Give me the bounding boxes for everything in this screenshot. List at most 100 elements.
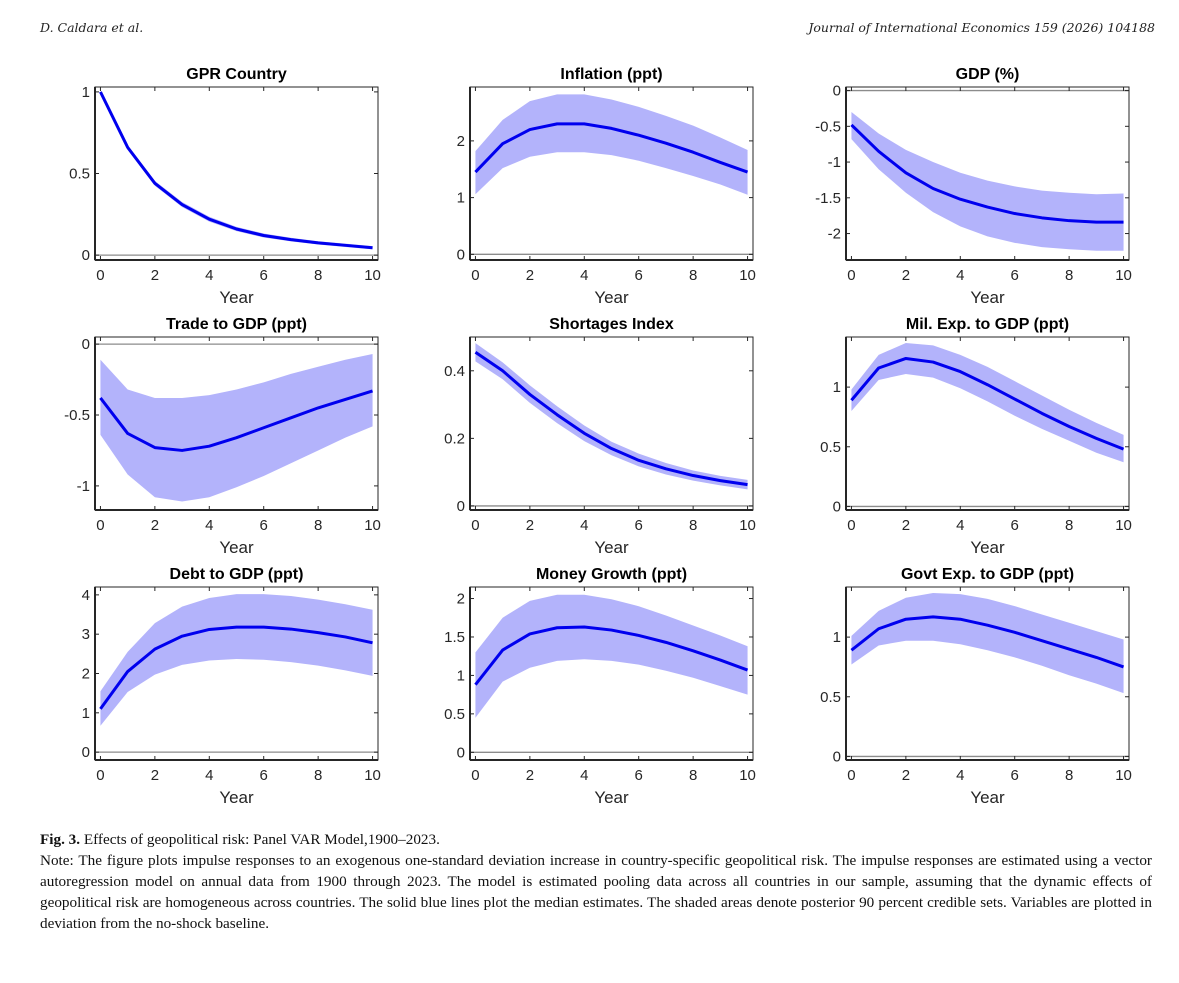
x-tick-label: 2 [902,517,910,534]
x-tick-label: 6 [260,517,268,534]
y-tick-label: 0.5 [444,706,465,723]
x-tick-label: 6 [1011,517,1019,534]
x-tick-label: 8 [1065,517,1073,534]
y-tick-label: -2 [828,226,841,243]
median-line [474,625,749,686]
x-tick-label: 4 [205,517,213,534]
caption-title-line: Fig. 3. Effects of geopolitical risk: Pa… [40,829,1152,850]
x-tick-label: 8 [1065,267,1073,284]
y-tick-label: 1 [457,190,465,207]
y-tick-label: 4 [82,587,90,604]
panel-8: 0 2 4 6 8 10 0 0.5 1 Govt Exp. to GDP (ppt) Year [820,566,1132,807]
y-tick-label: 0.4 [444,363,465,380]
x-tick-label: 10 [364,267,381,284]
x-tick-label: 0 [96,267,104,284]
x-tick-label: 2 [902,267,910,284]
x-tick-label: 0 [471,267,479,284]
x-tick-label: 8 [314,267,322,284]
x-tick-label: 2 [151,267,159,284]
y-tick-label: -1 [77,478,90,495]
x-tick-label: 4 [956,267,964,284]
x-tick-label: 6 [635,517,643,534]
panel-2: 0 2 4 6 8 10 -2 -1.5 -1 -0.5 0 GDP (%) Year [815,66,1132,307]
credible-band [851,342,1124,463]
median-line [850,615,1125,669]
x-tick-label: 6 [1011,267,1019,284]
x-tick-label: 8 [314,517,322,534]
panel-3: 0 2 4 6 8 10 -1 -0.5 0 Trade to GDP (ppt) Year [64,316,381,557]
running-head-journal: Journal of International Economics 159 (… [808,20,1155,35]
axes-box [469,336,754,511]
running-head-authors: D. Caldara et al. [40,20,144,35]
x-tick-label: 2 [526,767,534,784]
panel-7: 0 2 4 6 8 10 0 0.5 1 1.5 2 Money Growth (ppt) Year [444,566,756,807]
x-axis-label: Year [594,788,629,807]
panel-title: Govt Exp. to GDP (ppt) [901,566,1074,583]
x-tick-label: 0 [471,517,479,534]
credible-band [851,592,1124,694]
y-tick-label: 0 [457,498,465,515]
panel-4: 0 2 4 6 8 10 0 0.2 0.4 Shortages Index Year [444,316,756,557]
x-tick-label: 8 [689,517,697,534]
x-tick-label: 4 [956,517,964,534]
credible-band [475,94,748,195]
x-tick-label: 0 [847,767,855,784]
y-tick-label: 0 [833,748,841,765]
y-tick-label: 0 [833,498,841,515]
x-tick-label: 6 [260,767,268,784]
x-tick-label: 8 [314,767,322,784]
panel-title: Shortages Index [549,316,674,333]
x-axis-label: Year [594,288,629,307]
x-tick-label: 0 [847,267,855,284]
x-tick-label: 8 [689,267,697,284]
credible-band [100,354,373,502]
y-tick-label: -0.5 [815,118,841,135]
median-line [474,122,749,174]
y-tick-label: 0 [457,744,465,761]
y-tick-label: 1 [833,629,841,646]
median-line [99,389,374,452]
x-tick-label: 4 [956,767,964,784]
x-tick-label: 2 [902,767,910,784]
x-tick-label: 0 [471,767,479,784]
median-line [99,625,373,710]
x-tick-label: 4 [205,767,213,784]
x-tick-label: 10 [1115,517,1132,534]
y-tick-label: 0.5 [820,439,841,456]
y-tick-label: 0.5 [69,166,90,183]
x-axis-label: Year [219,288,254,307]
x-tick-label: 2 [151,767,159,784]
credible-band [475,343,748,490]
x-tick-label: 0 [96,517,104,534]
y-tick-label: 3 [82,626,90,643]
figure-label: Fig. 3. [40,831,81,848]
x-axis-label: Year [970,538,1005,557]
x-tick-label: 8 [689,767,697,784]
x-tick-label: 0 [847,517,855,534]
panel-title: GDP (%) [956,66,1020,83]
x-tick-label: 6 [260,267,268,284]
x-tick-label: 10 [1115,267,1132,284]
x-tick-label: 4 [580,267,588,284]
panel-title: Debt to GDP (ppt) [170,566,304,583]
credible-band [100,91,373,250]
y-tick-label: 2 [457,133,465,150]
x-tick-label: 4 [205,267,213,284]
axes-box [94,86,379,261]
y-tick-label: 0 [82,247,90,264]
figure-caption: Fig. 3. Effects of geopolitical risk: Pa… [40,829,1152,934]
median-line [850,123,1124,224]
x-tick-label: 0 [96,767,104,784]
median-line [99,91,373,250]
credible-band [475,594,748,718]
panel-title: Mil. Exp. to GDP (ppt) [906,316,1069,333]
x-axis-label: Year [594,538,629,557]
y-tick-label: -0.5 [64,407,90,424]
panel-title: GPR Country [186,66,287,83]
y-tick-label: 1 [82,705,90,722]
x-axis-label: Year [970,288,1005,307]
x-tick-label: 2 [526,517,534,534]
x-tick-label: 2 [526,267,534,284]
x-tick-label: 6 [635,767,643,784]
